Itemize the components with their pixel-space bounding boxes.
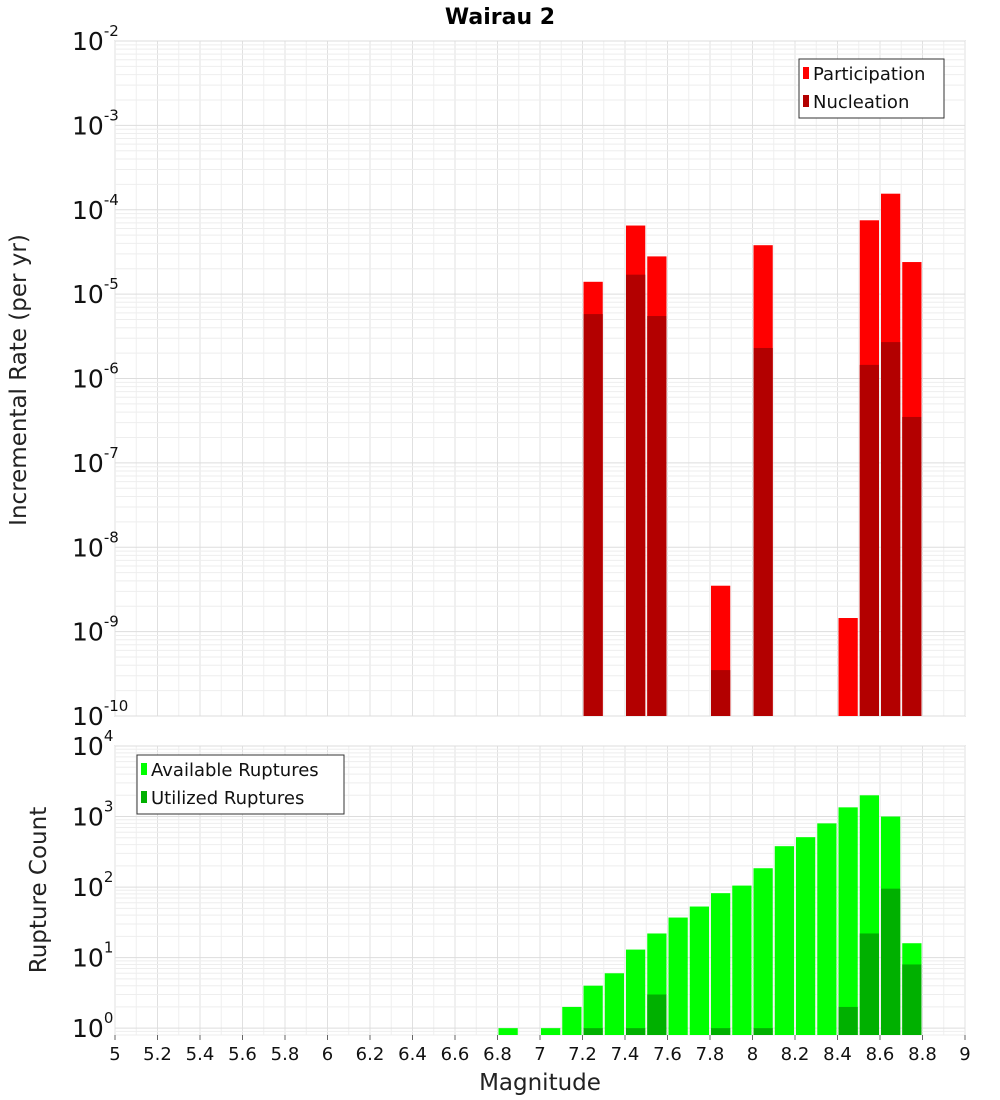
count-bar-utilized-ruptures (859, 933, 879, 1035)
rate-y-tick-label: 10-4 (72, 191, 119, 225)
count-x-ticks: 5 5.2 5.4 5.6 5.8 6 6.2 6.4 6.6 6.8 7 7.2 7.4 7.6 7.8 8… (109, 1035, 971, 1065)
count-bar-available-ruptures (753, 868, 773, 1035)
rate-y-tick-label: 10-10 (72, 697, 128, 731)
rate-bars (583, 193, 922, 717)
count-bar-utilized-ruptures (902, 964, 922, 1035)
count-bar-available-ruptures (796, 837, 816, 1035)
count-bar-utilized-ruptures (881, 888, 901, 1035)
x-tick-label: 5 (109, 1044, 120, 1065)
rate-y-ticks: 10-10 10-9 10-8 10-7 10-6 10-5 10-4 10-3 10-2 (72, 22, 128, 731)
count-bar-utilized-ruptures (583, 1028, 603, 1035)
rate-legend-swatch (803, 67, 809, 79)
count-y-tick-label: 101 (72, 939, 113, 973)
x-axis-label: Magnitude (479, 1070, 601, 1096)
rate-legend-label: Nucleation (813, 92, 909, 113)
rate-bar-nucleation (583, 314, 603, 716)
count-y-axis-label: Rupture Count (26, 807, 52, 973)
x-tick-label: 6.2 (356, 1044, 385, 1065)
count-bar-utilized-ruptures (711, 1028, 731, 1035)
rate-y-tick-label: 10-5 (72, 275, 119, 309)
count-bar-available-ruptures (838, 807, 858, 1035)
count-bar-utilized-ruptures (626, 1028, 646, 1035)
count-bar-utilized-ruptures (647, 994, 667, 1035)
x-tick-label: 5.4 (186, 1044, 215, 1065)
rate-y-tick-label: 10-9 (72, 613, 119, 647)
x-tick-label: 6.6 (441, 1044, 470, 1065)
count-bar-available-ruptures (562, 1006, 582, 1035)
rate-y-tick-label: 10-2 (72, 22, 119, 56)
count-bar-available-ruptures (583, 985, 603, 1035)
rate-bar-nucleation (647, 316, 667, 716)
rate-bar-participation (838, 618, 858, 716)
x-tick-label: 8.2 (781, 1044, 810, 1065)
count-bar-available-ruptures (604, 973, 624, 1035)
x-tick-label: 9 (959, 1044, 970, 1065)
count-legend-label: Available Ruptures (151, 760, 319, 781)
rate-y-tick-label: 10-8 (72, 528, 119, 562)
count-y-tick-label: 103 (72, 798, 113, 832)
count-bars (498, 795, 922, 1035)
x-tick-label: 7 (534, 1044, 545, 1065)
count-bar-utilized-ruptures (753, 1028, 773, 1035)
x-tick-label: 6.4 (398, 1044, 427, 1065)
count-bar-available-ruptures (732, 885, 752, 1035)
count-bar-available-ruptures (711, 893, 731, 1035)
rate-bar-nucleation (753, 347, 773, 716)
count-legend-swatch (141, 763, 147, 775)
rate-bar-nucleation (902, 416, 922, 716)
rate-bar-nucleation (859, 364, 879, 716)
rate-legend-label: Participation (813, 64, 925, 85)
count-y-tick-label: 102 (72, 868, 113, 902)
count-y-tick-label: 100 (72, 1009, 113, 1043)
rate-y-tick-label: 10-7 (72, 444, 119, 478)
x-tick-label: 8.4 (823, 1044, 852, 1065)
x-tick-label: 5.2 (143, 1044, 172, 1065)
x-tick-label: 7.4 (611, 1044, 640, 1065)
x-tick-label: 5.6 (228, 1044, 257, 1065)
rate-grid (114, 40, 966, 717)
rate-legend-box (798, 58, 945, 119)
chart-title: Wairau 2 (445, 5, 555, 30)
count-legend: Available Ruptures Utilized Ruptures (136, 754, 345, 815)
rate-panel: 10-10 10-9 10-8 10-7 10-6 10-5 10-4 10-3 10-2 In… (6, 22, 966, 731)
rate-legend-swatch (803, 95, 809, 107)
count-panel: 100 101 102 103 104 5 5.2 5.4 5.6 5.8 6 6.2 6.4 6.6 6… (26, 727, 971, 1096)
count-bar-available-ruptures (774, 846, 794, 1035)
count-y-tick-label: 104 (72, 727, 113, 761)
rate-bar-nucleation (626, 274, 646, 716)
x-tick-label: 8 (747, 1044, 758, 1065)
rate-bar-nucleation (881, 342, 901, 716)
rate-y-tick-label: 10-3 (72, 106, 119, 140)
x-tick-label: 8.6 (866, 1044, 895, 1065)
x-tick-label: 7.6 (653, 1044, 682, 1065)
count-bar-utilized-ruptures (838, 1006, 858, 1035)
rate-legend: Participation Nucleation (798, 58, 945, 119)
count-bar-available-ruptures (668, 917, 688, 1035)
x-tick-label: 6 (322, 1044, 333, 1065)
count-bar-available-ruptures (689, 906, 709, 1035)
x-tick-label: 7.8 (696, 1044, 725, 1065)
x-tick-label: 6.8 (483, 1044, 512, 1065)
rate-bar-nucleation (711, 670, 731, 716)
x-tick-label: 7.2 (568, 1044, 597, 1065)
count-legend-label: Utilized Ruptures (151, 788, 304, 809)
count-legend-box (136, 754, 345, 815)
count-bar-available-ruptures (541, 1028, 561, 1035)
count-bar-available-ruptures (626, 949, 646, 1035)
x-tick-label: 5.8 (271, 1044, 300, 1065)
count-bar-available-ruptures (817, 823, 837, 1035)
count-bar-available-ruptures (498, 1028, 518, 1035)
count-legend-swatch (141, 791, 147, 803)
rate-y-axis-label: Incremental Rate (per yr) (6, 234, 32, 526)
count-y-ticks: 100 101 102 103 104 (72, 727, 113, 1043)
x-tick-label: 8.8 (908, 1044, 937, 1065)
rate-y-tick-label: 10-6 (72, 360, 119, 394)
